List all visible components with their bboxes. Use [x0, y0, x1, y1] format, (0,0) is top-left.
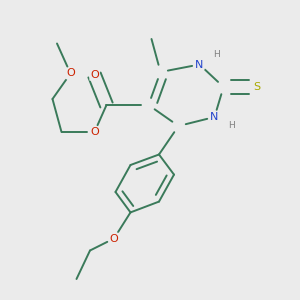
Text: O: O [90, 127, 99, 137]
Text: S: S [253, 82, 260, 92]
Text: N: N [195, 59, 204, 70]
Text: H: H [214, 50, 220, 59]
Text: N: N [210, 112, 219, 122]
Text: H: H [228, 122, 234, 130]
Text: O: O [66, 68, 75, 79]
Text: O: O [110, 233, 118, 244]
Text: O: O [90, 70, 99, 80]
